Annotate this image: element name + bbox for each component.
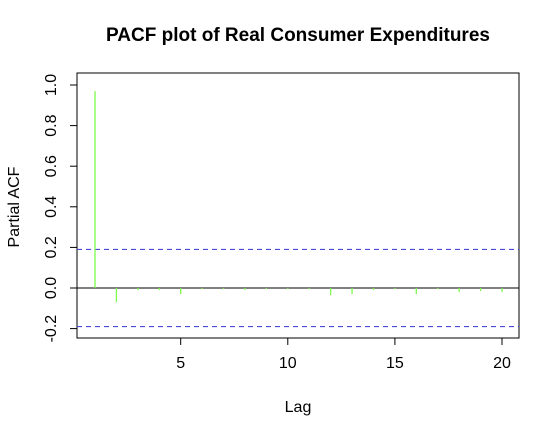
chart-title: PACF plot of Real Consumer Expenditures [106, 25, 490, 46]
y-tick-label-1: 1.0 [43, 74, 60, 96]
y-tick-label-0_4: 0.4 [43, 196, 60, 218]
x-tick-label-15: 15 [386, 355, 404, 372]
x-tick-label-20: 20 [493, 355, 511, 372]
plot-area: 5 10 15 20 -0.2 0.0 0.2 0.4 0.6 0.8 1.0 [43, 72, 520, 372]
y-tick-label--0_2: -0.2 [43, 315, 60, 343]
y-axis-label: Partial ACF [6, 166, 23, 247]
x-tick-label-5: 5 [176, 355, 185, 372]
x-axis-label: Lag [285, 399, 312, 416]
y-tick-label-0: 0.0 [43, 277, 60, 299]
y-tick-label-0_2: 0.2 [43, 236, 60, 258]
plot-frame [76, 72, 520, 339]
x-tick-label-10: 10 [279, 355, 297, 372]
y-tick-label-0_8: 0.8 [43, 114, 60, 136]
y-tick-label-0_6: 0.6 [43, 155, 60, 177]
